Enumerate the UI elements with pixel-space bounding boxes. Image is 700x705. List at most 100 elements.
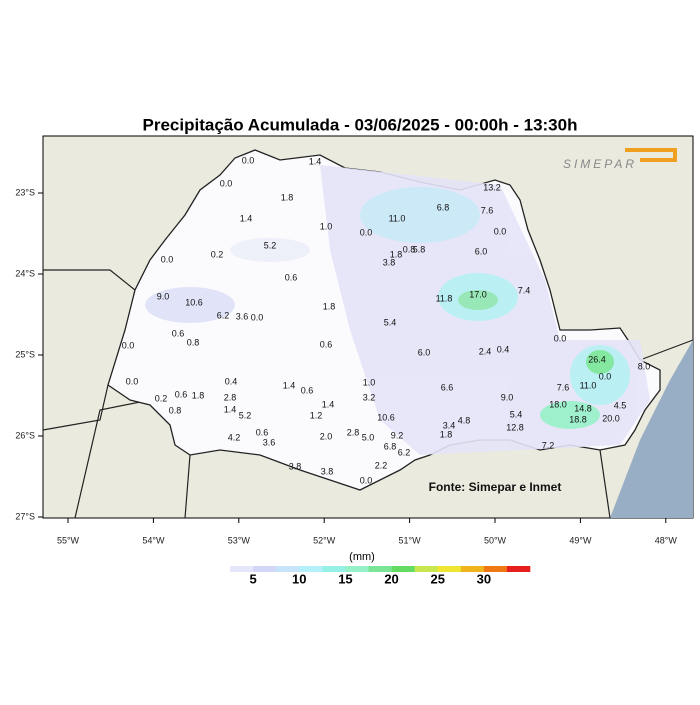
station-value: 18.0	[549, 399, 567, 409]
station-value: 2.8	[224, 392, 237, 402]
station-value: 6.8	[384, 441, 397, 451]
station-value: 3.4	[443, 420, 456, 430]
station-value: 5.0	[362, 432, 375, 442]
station-value: 4.5	[614, 400, 627, 410]
station-value: 5.8	[413, 244, 426, 254]
lon-label: 50°W	[484, 535, 507, 545]
station-value: 8.0	[638, 361, 651, 371]
station-value: 0.8	[187, 337, 200, 347]
station-value: 5.2	[264, 240, 277, 250]
station-value: 6.8	[437, 202, 450, 212]
station-value: 9.0	[157, 291, 170, 301]
station-value: 1.4	[322, 399, 335, 409]
colorbar-segment	[437, 566, 462, 572]
station-value: 7.6	[557, 382, 570, 392]
station-value: 1.4	[309, 156, 322, 166]
colorbar-tick: 10	[292, 571, 306, 586]
station-value: 26.4	[588, 354, 606, 364]
colorbar-segment	[368, 566, 392, 572]
station-value: 1.4	[283, 380, 296, 390]
station-value: 0.6	[320, 339, 333, 349]
logo-mark	[625, 148, 677, 162]
station-value: 7.6	[481, 205, 494, 215]
station-value: 0.0	[360, 227, 373, 237]
lat-label: 24°S	[15, 268, 35, 278]
colorbar-segment	[299, 566, 323, 572]
station-value: 1.4	[224, 404, 237, 414]
station-value: 0.6	[285, 272, 298, 282]
station-value: 1.4	[240, 213, 253, 223]
station-value: 0.0	[554, 333, 567, 343]
station-value: 0.0	[599, 371, 612, 381]
station-value: 4.2	[228, 432, 241, 442]
colorbar-tick: 30	[477, 571, 491, 586]
lon-label: 48°W	[655, 535, 678, 545]
station-value: 3.6	[263, 437, 276, 447]
station-value: 0.6	[172, 328, 185, 338]
station-value: 6.2	[398, 447, 411, 457]
station-value: 3.8	[289, 461, 302, 471]
station-value: 18.8	[569, 414, 587, 424]
station-value: 0.0	[126, 376, 139, 386]
station-value: 3.2	[363, 392, 376, 402]
station-value: 0.0	[161, 254, 174, 264]
colorbar-segment	[460, 566, 485, 572]
station-value: 10.6	[185, 297, 203, 307]
station-value: 0.8	[169, 405, 182, 415]
station-value: 11.0	[580, 380, 597, 390]
station-value: 20.0	[602, 413, 620, 423]
station-value: 4.8	[458, 415, 471, 425]
station-value: 7.2	[542, 440, 555, 450]
lon-label: 51°W	[399, 535, 422, 545]
station-value: 1.8	[192, 390, 205, 400]
colorbar-segment	[230, 566, 254, 572]
station-value: 1.0	[320, 221, 333, 231]
station-value: 12.8	[506, 422, 524, 432]
colorbar-tick: 5	[250, 571, 257, 586]
colorbar-segment	[276, 566, 300, 572]
logo-text: SIMEPAR	[563, 157, 637, 171]
station-value: 11.0	[389, 213, 406, 223]
station-value: 0.2	[155, 393, 168, 403]
station-value: 2.0	[320, 431, 333, 441]
station-value: 0.0	[242, 155, 255, 165]
lon-label: 55°W	[57, 535, 80, 545]
colorbar-tick: 25	[430, 571, 444, 586]
station-value: 10.6	[377, 412, 395, 422]
station-value: 13.2	[483, 182, 501, 192]
colorbar-segment	[345, 566, 369, 572]
station-value: 11.8	[436, 293, 453, 303]
lat-label: 25°S	[15, 349, 35, 359]
station-value: 0.6	[301, 385, 314, 395]
station-value: 17.0	[469, 289, 487, 299]
station-value: 1.2	[310, 410, 323, 420]
station-value: 2.8	[347, 427, 360, 437]
station-value: 1.8	[281, 192, 294, 202]
station-value: 5.4	[510, 409, 523, 419]
lat-label: 27°S	[15, 511, 35, 521]
station-value: 5.4	[384, 317, 397, 327]
station-value: 0.8	[403, 244, 416, 254]
station-value: 6.6	[441, 382, 454, 392]
source: Fonte: Simepar e Inmet	[429, 480, 562, 494]
station-value: 9.0	[501, 392, 514, 402]
lon-label: 52°W	[313, 535, 336, 545]
title: Precipitação Acumulada - 03/06/2025 - 00…	[143, 115, 578, 134]
station-value: 5.2	[239, 410, 252, 420]
station-value: 7.4	[518, 285, 531, 295]
station-value: 0.0	[360, 475, 373, 485]
precip-fields	[145, 165, 650, 455]
colorbar-tick: 15	[338, 571, 352, 586]
station-value: 0.6	[256, 427, 269, 437]
station-value: 0.0	[494, 226, 507, 236]
lon-label: 49°W	[569, 535, 592, 545]
station-value: 3.8	[321, 466, 334, 476]
station-value: 1.8	[440, 429, 453, 439]
colorbar-segment	[253, 566, 277, 572]
station-value: 0.4	[225, 376, 238, 386]
station-value: 0.4	[497, 344, 510, 354]
lon-label: 53°W	[228, 535, 251, 545]
colorbar-segment	[414, 566, 439, 572]
colorbar-segment	[322, 566, 346, 572]
